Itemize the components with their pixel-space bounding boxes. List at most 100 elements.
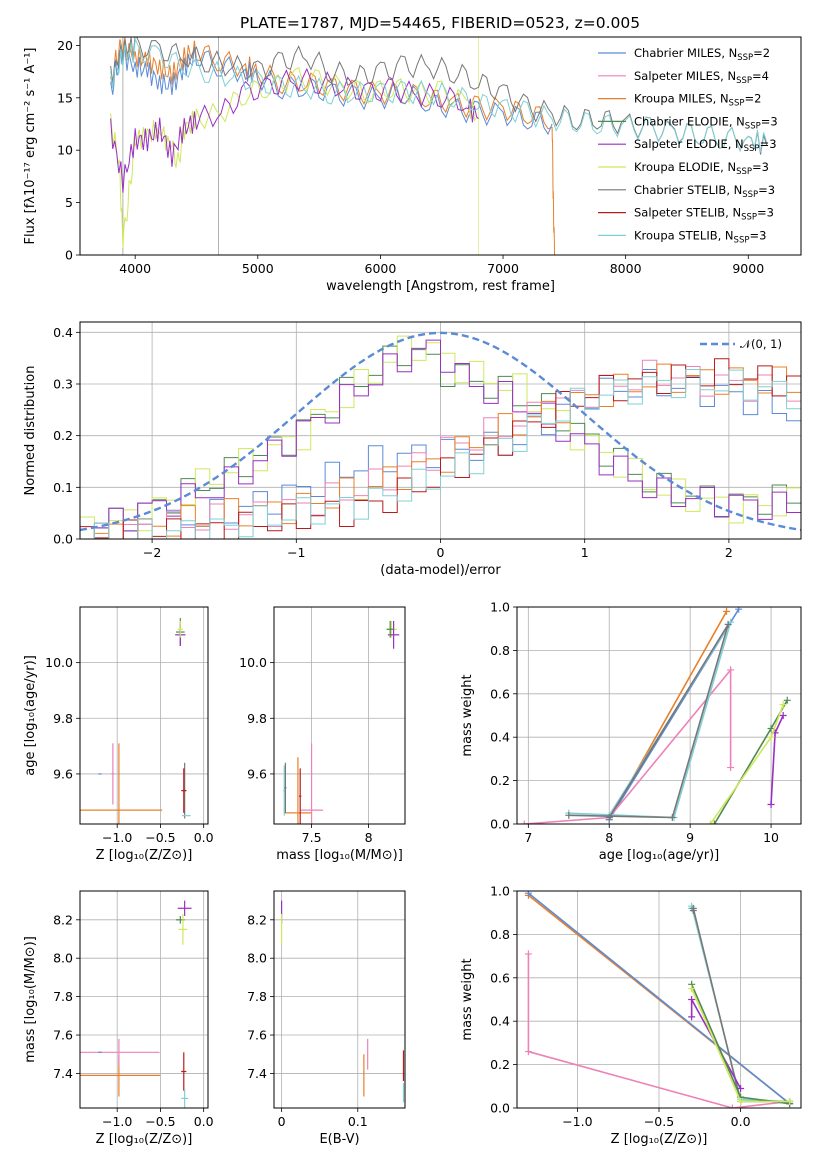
z_age-ytick-label: 9.6 xyxy=(53,766,73,781)
weight_z-ytick-label: 0.0 xyxy=(490,1101,510,1116)
weight_age-marker xyxy=(727,764,735,772)
z_mass-frame xyxy=(79,890,209,1109)
mass_age-xtick-label: 8 xyxy=(365,830,373,845)
weight_age-xlabel: age [log₁₀(age/yr)] xyxy=(599,848,720,863)
weight_z-series-chabrier_miles xyxy=(527,892,791,1105)
weight_age-marker xyxy=(767,725,775,733)
weight_age-xtick-label: 7 xyxy=(524,830,532,845)
z_mass-ytick-label: 8.0 xyxy=(53,951,73,966)
weight_age-ytick-label: 0.2 xyxy=(490,773,510,788)
weight_z-xtick-label: 0.0 xyxy=(731,1114,751,1129)
weight_z-ylabel: mass weight xyxy=(460,958,475,1040)
weight_z-ytick-label: 1.0 xyxy=(490,884,510,899)
spectrum-ytick-label: 10 xyxy=(57,143,73,158)
weight_z-ytick-label: 0.4 xyxy=(490,1014,510,1029)
weight_z-marker xyxy=(524,891,532,897)
weight_age-series-chabrier_elodie xyxy=(713,699,788,824)
weight_age-marker xyxy=(735,607,743,613)
ebv_mass-xlabel: E(B-V) xyxy=(319,1132,359,1147)
z_age-ylabel: age [log₁₀(age/yr)] xyxy=(23,655,38,776)
spectrum-xtick-label: 7000 xyxy=(487,261,519,276)
residuals-ytick-label: 0.0 xyxy=(53,532,73,547)
weight_z-marker xyxy=(688,996,696,1003)
residuals-ytick-label: 0.2 xyxy=(53,428,73,443)
weight_age-marker xyxy=(779,701,787,709)
weight_z-frame xyxy=(516,890,802,1109)
spectrum-legend-label: Chabrier STELIB, NSSP=3 xyxy=(634,183,775,200)
weight_z-plot-area xyxy=(524,891,794,1108)
charts-layer: 4000 5000 6000 7000 8000 900005101520waveleng… xyxy=(23,36,802,1147)
spectrum-series-chabrier_miles xyxy=(110,46,553,136)
mass_age-xtick-label: 7.5 xyxy=(302,830,322,845)
residuals-plot-area xyxy=(80,331,801,539)
ebv_mass-ytick-label: 7.6 xyxy=(247,1028,267,1043)
weight_age-xtick-label: 9 xyxy=(686,830,694,845)
weight_z-marker xyxy=(524,950,532,958)
weight_age-marker xyxy=(706,820,714,824)
weight_age-series-salpeter_miles xyxy=(524,667,732,824)
weight_age-marker xyxy=(727,666,735,674)
weight_age-marker xyxy=(779,712,787,719)
weight_age-series-kroupa_elodie xyxy=(709,704,784,824)
spectrum-xtick-label: 9000 xyxy=(732,261,764,276)
ebv_mass-ytick-label: 7.4 xyxy=(247,1066,267,1081)
z_mass-xlabel: Z [log₁₀(Z/Z⊙)] xyxy=(96,1132,193,1147)
weight_z-marker xyxy=(786,1097,794,1105)
ebv_mass-xtick-label: 0 xyxy=(278,1114,286,1129)
mass_age-xlabel: mass [log₁₀(M/M⊙)] xyxy=(276,848,403,863)
ebv_mass-ytick-label: 8.0 xyxy=(247,951,267,966)
z_mass-xtick-label: 0.0 xyxy=(194,1114,214,1129)
weight_age-marker xyxy=(520,820,528,824)
weight_age-ylabel: mass weight xyxy=(460,674,475,756)
weight_z-ytick-label: 0.6 xyxy=(490,970,510,985)
residuals-xtick-label: −2 xyxy=(143,545,161,560)
weight_age-marker xyxy=(605,813,613,821)
weight_z-marker xyxy=(688,985,696,993)
spectrum-xtick-label: 5000 xyxy=(242,261,274,276)
residuals-legend: 𝒩(0, 1) xyxy=(700,337,782,351)
spectrum-ytick-label: 20 xyxy=(57,38,73,53)
weight_z-xtick-label: −0.5 xyxy=(644,1114,674,1129)
residuals-series-salpeter_elodie xyxy=(80,339,801,539)
residuals-legend-label: 𝒩(0, 1) xyxy=(740,337,782,351)
z_age-xtick-label: 0.0 xyxy=(194,830,214,845)
panel-z_mass: −1.0 −0.5 0.0 7.4 7.6 7.8 8.0 8.2 Z [log₁₀(Z/Z⊙)… xyxy=(23,890,214,1147)
spectrum-ytick-label: 0 xyxy=(65,248,73,263)
residuals-series-salpeter_stelib xyxy=(80,358,801,539)
weight_age-frame xyxy=(516,606,802,825)
weight_z-marker xyxy=(689,904,697,912)
spectrum-plot-area xyxy=(110,37,768,255)
ebv_mass-xtick-label: 0.1 xyxy=(348,1114,368,1129)
weight_z-marker xyxy=(737,1084,745,1092)
spectrum-ytick-label: 5 xyxy=(65,195,73,210)
weight_age-marker xyxy=(767,800,775,808)
weight_age-ytick-label: 0.0 xyxy=(490,817,510,832)
spectrum-series-salpeter_elodie xyxy=(110,67,479,193)
z_age-frame xyxy=(79,606,209,825)
spectrum-legend-label: Salpeter ELODIE, NSSP=3 xyxy=(634,137,777,154)
spectrum-legend-label: Kroupa MILES, NSSP=2 xyxy=(634,92,761,109)
mass_age-ytick-label: 10.0 xyxy=(239,655,267,670)
residuals-gaussian-curve xyxy=(80,331,801,532)
residuals-frame xyxy=(79,321,802,540)
mass_age-ytick-label: 9.8 xyxy=(247,711,267,726)
weight_z-xtick-label: −1.0 xyxy=(562,1114,592,1129)
weight_age-plot-area xyxy=(520,607,791,824)
spectrum-legend-label: Kroupa STELIB, NSSP=3 xyxy=(634,228,766,245)
z_age-xtick-label: −1.0 xyxy=(102,830,132,845)
z_mass-ytick-label: 7.4 xyxy=(53,1066,73,1081)
z_mass-plot-area xyxy=(80,900,192,1108)
weight_age-ytick-label: 1.0 xyxy=(490,600,510,615)
weight_z-ytick-label: 0.2 xyxy=(490,1057,510,1072)
residuals-xlabel: (data-model)/error xyxy=(380,563,501,578)
z_mass-xtick-label: −0.5 xyxy=(145,1114,175,1129)
spectrum-xlabel: wavelength [Angstrom, rest frame] xyxy=(326,279,555,294)
spectrum-legend-label: Chabrier ELODIE, NSSP=3 xyxy=(634,114,778,131)
spectrum-legend-label: Salpeter STELIB, NSSP=3 xyxy=(634,206,774,223)
residuals-xtick-label: −1 xyxy=(287,545,305,560)
panel-ebv_mass: 0 0.1 7.4 7.6 7.8 8.0 8.2 E(B-V) xyxy=(247,890,406,1147)
spectrum-series-kroupa_elodie xyxy=(110,66,479,248)
residuals-ytick-label: 0.3 xyxy=(53,377,73,392)
residuals-series-salpeter_miles xyxy=(80,359,801,539)
